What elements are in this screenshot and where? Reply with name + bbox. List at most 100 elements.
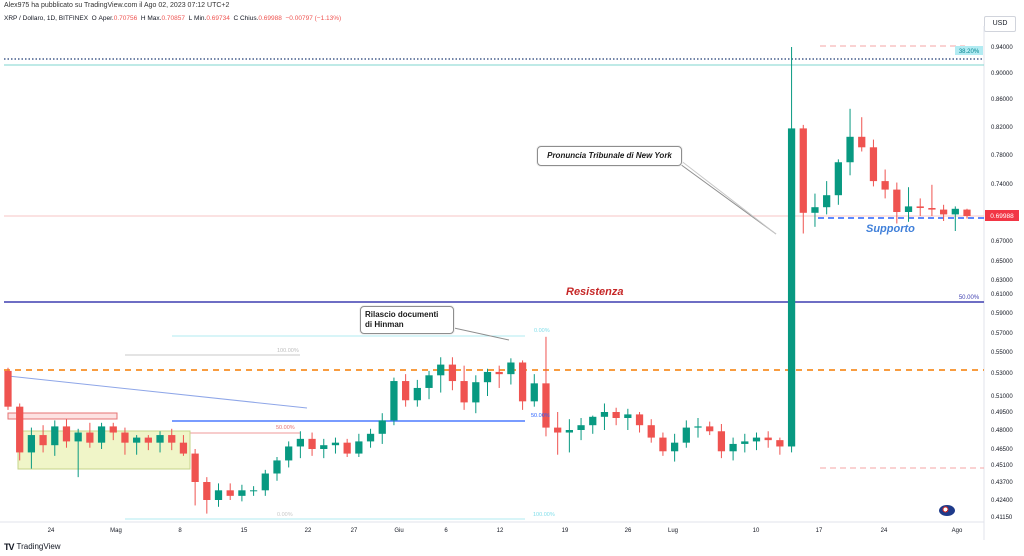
price-tick-label: 0.53000 — [991, 371, 1013, 377]
candle-body — [858, 136, 866, 148]
price-tick-label: 0.78000 — [991, 153, 1013, 159]
candle — [203, 477, 211, 514]
current-price-tag: 0.69988 — [990, 213, 1014, 220]
publisher-text: Alex975 ha pubblicato su TradingView.com… — [4, 2, 230, 9]
resistance-label: Resistenza — [566, 286, 624, 298]
candle — [542, 336, 550, 437]
time-tick-label: 10 — [753, 528, 760, 534]
time-tick-label: Mag — [110, 528, 122, 534]
candle-body — [121, 432, 129, 443]
candle-body — [51, 426, 59, 446]
time-tick-label: 15 — [241, 528, 248, 534]
legend-close-key: C — [233, 15, 239, 22]
candle-body — [518, 362, 527, 402]
current-price-tag-bg — [985, 210, 1019, 221]
candle — [109, 422, 117, 441]
candle-body — [273, 460, 281, 474]
legend-open-value: 0.70756 — [113, 15, 138, 22]
time-tick-label: 24 — [48, 528, 55, 534]
candle-body — [670, 442, 679, 452]
price-tick-label: 0.65000 — [991, 259, 1013, 265]
currency-button[interactable]: USD — [984, 16, 1016, 32]
candle — [904, 187, 913, 222]
candle — [296, 431, 305, 459]
price-axis[interactable]: 0.94000 0.90000 0.86000 0.82000 0.78000 0.740… — [991, 45, 1013, 521]
candle — [600, 403, 609, 430]
candle — [858, 117, 866, 152]
candle-body — [823, 195, 831, 208]
candle — [787, 47, 796, 453]
price-tick-label: 0.94000 — [991, 45, 1013, 51]
candle — [834, 159, 842, 205]
time-tick-label: Giu — [394, 528, 403, 534]
small-fib-labels: 0.00% 100.00% 50.00% 50.00% 0.00% 100.00… — [276, 328, 555, 518]
price-tick-label: 0.82000 — [991, 125, 1013, 131]
tradingview-brand[interactable]: TV TradingView — [4, 541, 61, 553]
candle — [62, 419, 71, 448]
candle-body — [939, 209, 948, 215]
fib-small-0-top-label: 0.00% — [534, 328, 550, 334]
candle — [86, 422, 94, 448]
candle — [928, 184, 936, 216]
price-tick-label: 0.61000 — [991, 292, 1013, 298]
candle — [706, 421, 714, 436]
candle — [226, 483, 234, 500]
candle — [249, 486, 258, 496]
trend-line — [7, 375, 308, 409]
hinman-annotation-line1: Rilascio documenti — [365, 310, 439, 319]
time-axis[interactable]: 24 Mag 8 15 22 27 Giu 6 12 19 26 Lug 10 17 24 Ago — [48, 528, 963, 534]
candle — [811, 193, 819, 227]
candle — [682, 420, 690, 448]
candle-body — [249, 490, 258, 492]
candle-body — [226, 490, 234, 496]
legend-symbol[interactable]: XRP / Dollaro, 1D, BITFINEX — [4, 15, 89, 22]
price-tick-label: 0.59000 — [991, 311, 1013, 317]
candle — [4, 367, 12, 410]
candle-body — [530, 383, 538, 402]
candle — [261, 469, 269, 496]
candle-body — [951, 208, 959, 215]
candle-body — [706, 426, 714, 432]
candle — [402, 374, 410, 407]
candle — [565, 419, 573, 453]
candle-body — [168, 435, 176, 443]
fib-small-100-label: 100.00% — [277, 348, 299, 354]
candle-body — [425, 375, 433, 388]
price-tick-label: 0.90000 — [991, 71, 1013, 77]
candle — [39, 425, 47, 453]
court-annotation[interactable]: Pronuncia Tribunale di New York — [537, 146, 682, 166]
legend-close-key2: Chius. — [239, 15, 259, 22]
candle — [741, 433, 749, 453]
candle — [437, 357, 445, 393]
candle-body — [542, 383, 550, 428]
candle — [951, 206, 959, 231]
candle-body — [378, 420, 386, 434]
candle-body — [179, 442, 188, 454]
us-flag-icon[interactable] — [939, 505, 955, 516]
time-tick-label: 19 — [562, 528, 569, 534]
candle — [717, 424, 726, 459]
candle — [320, 438, 328, 459]
candle — [97, 422, 106, 449]
candle-body — [156, 435, 164, 443]
legend-close-value: 0.69988 — [258, 15, 282, 22]
legend-high-value: 0.70857 — [161, 15, 185, 22]
fib-small-100-bottom-label: 100.00% — [533, 512, 555, 518]
hinman-annotation[interactable]: Rilascio documenti di Hinman — [360, 306, 454, 334]
candle-body — [495, 371, 503, 375]
candle-body — [191, 453, 199, 482]
candle — [366, 428, 375, 448]
candle-body — [320, 445, 328, 449]
candle-body — [834, 162, 842, 196]
candle-body — [460, 381, 468, 403]
candle-body — [261, 473, 269, 491]
candle-body — [682, 427, 690, 443]
candle-body — [916, 206, 924, 208]
fib-small-50-label: 50.00% — [276, 425, 295, 431]
candle — [647, 419, 655, 443]
price-tick-label: 0.41150 — [991, 515, 1013, 521]
candle — [238, 484, 246, 502]
candle-body — [355, 441, 363, 454]
candle-body — [589, 416, 597, 426]
